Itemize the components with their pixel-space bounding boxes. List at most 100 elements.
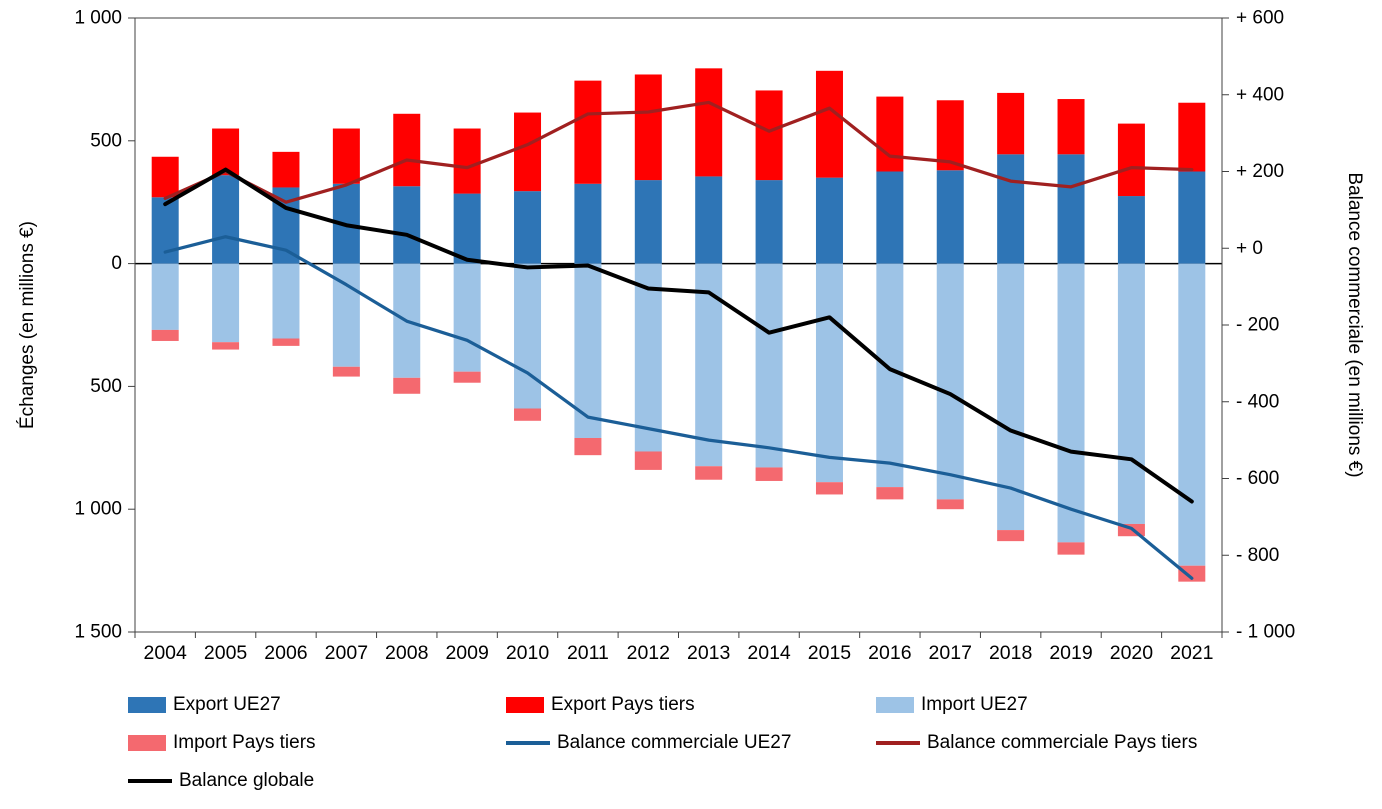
- bar-export-ue27-2017: [936, 170, 964, 264]
- bar-export-ue27-2015: [815, 177, 843, 264]
- bar-import-pays-tiers-2012: [634, 451, 662, 470]
- x-tick-label: 2004: [143, 642, 187, 664]
- bar-import-ue27-2005: [212, 263, 240, 343]
- legend-swatch-line: [876, 741, 920, 745]
- bar-import-ue27-2006: [272, 263, 300, 339]
- bar-export-pays-tiers-2004: [151, 156, 179, 198]
- bar-import-pays-tiers-2014: [755, 467, 783, 481]
- right-tick-label: + 400: [1236, 84, 1284, 105]
- bar-export-pays-tiers-2013: [695, 68, 723, 177]
- bar-import-pays-tiers-2006: [272, 338, 300, 346]
- x-tick-label: 2021: [1170, 642, 1213, 664]
- legend-item-balance-commerciale-ue27: Balance commerciale UE27: [506, 732, 876, 754]
- bar-export-ue27-2008: [393, 186, 421, 264]
- right-tick-label: + 0: [1236, 238, 1263, 259]
- x-tick-label: 2008: [385, 642, 428, 664]
- bar-import-pays-tiers-2021: [1178, 565, 1206, 582]
- x-tick-label: 2016: [868, 642, 911, 664]
- bar-import-pays-tiers-2010: [514, 408, 542, 421]
- legend-label: Export Pays tiers: [551, 694, 695, 715]
- bar-export-ue27-2016: [876, 171, 904, 264]
- legend-label: Import Pays tiers: [173, 732, 316, 753]
- line-balance-commerciale-pays-tiers: [163, 100, 1194, 204]
- legend-label: Balance globale: [179, 770, 315, 791]
- bar-export-pays-tiers-2015: [815, 70, 843, 178]
- left-tick-label: 1 500: [74, 622, 122, 643]
- x-tick-label: 2011: [567, 642, 609, 664]
- line-balance-commerciale-ue27: [163, 235, 1194, 580]
- legend-swatch-bar: [128, 735, 166, 751]
- legend-label: Balance commerciale UE27: [557, 732, 792, 753]
- right-tick-label: - 400: [1236, 391, 1279, 412]
- legend-item-export-pays-tiers: Export Pays tiers: [506, 694, 876, 716]
- legend-swatch-bar: [876, 697, 914, 713]
- bar-import-ue27-2016: [876, 263, 904, 488]
- x-tick-label: 2015: [808, 642, 852, 664]
- bar-import-ue27-2009: [453, 263, 481, 372]
- legend-swatch-line: [506, 741, 550, 745]
- bar-export-pays-tiers-2021: [1178, 102, 1206, 172]
- bar-export-pays-tiers-2010: [514, 112, 542, 192]
- x-tick-label: 2014: [747, 642, 791, 664]
- bar-import-pays-tiers-2005: [212, 342, 240, 350]
- bar-export-ue27-2019: [1057, 154, 1085, 264]
- bar-export-pays-tiers-2014: [755, 90, 783, 181]
- legend-label: Import UE27: [921, 694, 1028, 715]
- bar-export-ue27-2005: [212, 175, 240, 264]
- legend-item-export-ue27: Export UE27: [128, 694, 506, 716]
- bar-import-pays-tiers-2013: [695, 466, 723, 480]
- bar-import-pays-tiers-2008: [393, 377, 421, 394]
- bar-export-pays-tiers-2019: [1057, 99, 1085, 155]
- bar-import-pays-tiers-2016: [876, 487, 904, 500]
- bar-export-pays-tiers-2011: [574, 80, 602, 184]
- legend-item-balance-globale: Balance globale: [128, 770, 506, 792]
- bar-import-pays-tiers-2017: [936, 499, 964, 510]
- legend-item-balance-commerciale-pays-tiers: Balance commerciale Pays tiers: [876, 732, 1368, 754]
- bar-export-ue27-2013: [695, 176, 723, 264]
- right-tick-label: - 1 000: [1236, 622, 1295, 643]
- right-tick-label: - 200: [1236, 315, 1279, 336]
- bar-import-ue27-2010: [514, 263, 542, 409]
- legend-label: Export UE27: [173, 694, 281, 715]
- x-tick-label: 2005: [204, 642, 248, 664]
- bar-import-pays-tiers-2011: [574, 437, 602, 456]
- bar-import-pays-tiers-2004: [151, 329, 179, 341]
- legend-item-import-ue27: Import UE27: [876, 694, 1368, 716]
- bar-import-ue27-2014: [755, 263, 783, 468]
- left-axis-title: Échanges (en millions €): [17, 220, 38, 430]
- x-tick-label: 2017: [929, 642, 972, 664]
- right-tick-label: - 800: [1236, 545, 1279, 566]
- bar-import-pays-tiers-2015: [815, 482, 843, 495]
- legend-label: Balance commerciale Pays tiers: [927, 732, 1198, 753]
- x-tick-label: 2020: [1110, 642, 1154, 664]
- bar-import-ue27-2012: [634, 263, 662, 452]
- left-tick-label: 500: [90, 130, 122, 151]
- bar-import-ue27-2020: [1117, 263, 1145, 524]
- bar-export-pays-tiers-2018: [997, 92, 1025, 155]
- left-tick-label: 500: [90, 376, 122, 397]
- bar-export-pays-tiers-2005: [212, 128, 240, 176]
- x-tick-label: 2010: [506, 642, 550, 664]
- right-tick-label: + 600: [1236, 8, 1284, 29]
- bar-export-pays-tiers-2007: [332, 128, 360, 184]
- bar-import-pays-tiers-2018: [997, 530, 1025, 542]
- bar-export-ue27-2009: [453, 193, 481, 264]
- bar-export-ue27-2021: [1178, 171, 1206, 264]
- bar-export-ue27-2014: [755, 180, 783, 264]
- left-tick-label: 1 000: [74, 8, 122, 29]
- left-tick-label: 0: [111, 253, 122, 274]
- bar-import-pays-tiers-2019: [1057, 542, 1085, 555]
- bar-export-pays-tiers-2016: [876, 96, 904, 172]
- bar-import-ue27-2021: [1178, 263, 1206, 566]
- bar-import-ue27-2017: [936, 263, 964, 500]
- bar-export-ue27-2020: [1117, 196, 1145, 264]
- legend-swatch-bar: [506, 697, 544, 713]
- legend-swatch-bar: [128, 697, 166, 713]
- right-tick-label: - 600: [1236, 468, 1279, 489]
- right-axis-title: Balance commerciale (en millions €): [1344, 172, 1365, 478]
- bar-export-pays-tiers-2020: [1117, 123, 1145, 197]
- left-tick-label: 1 000: [74, 499, 122, 520]
- right-tick-label: + 200: [1236, 161, 1284, 182]
